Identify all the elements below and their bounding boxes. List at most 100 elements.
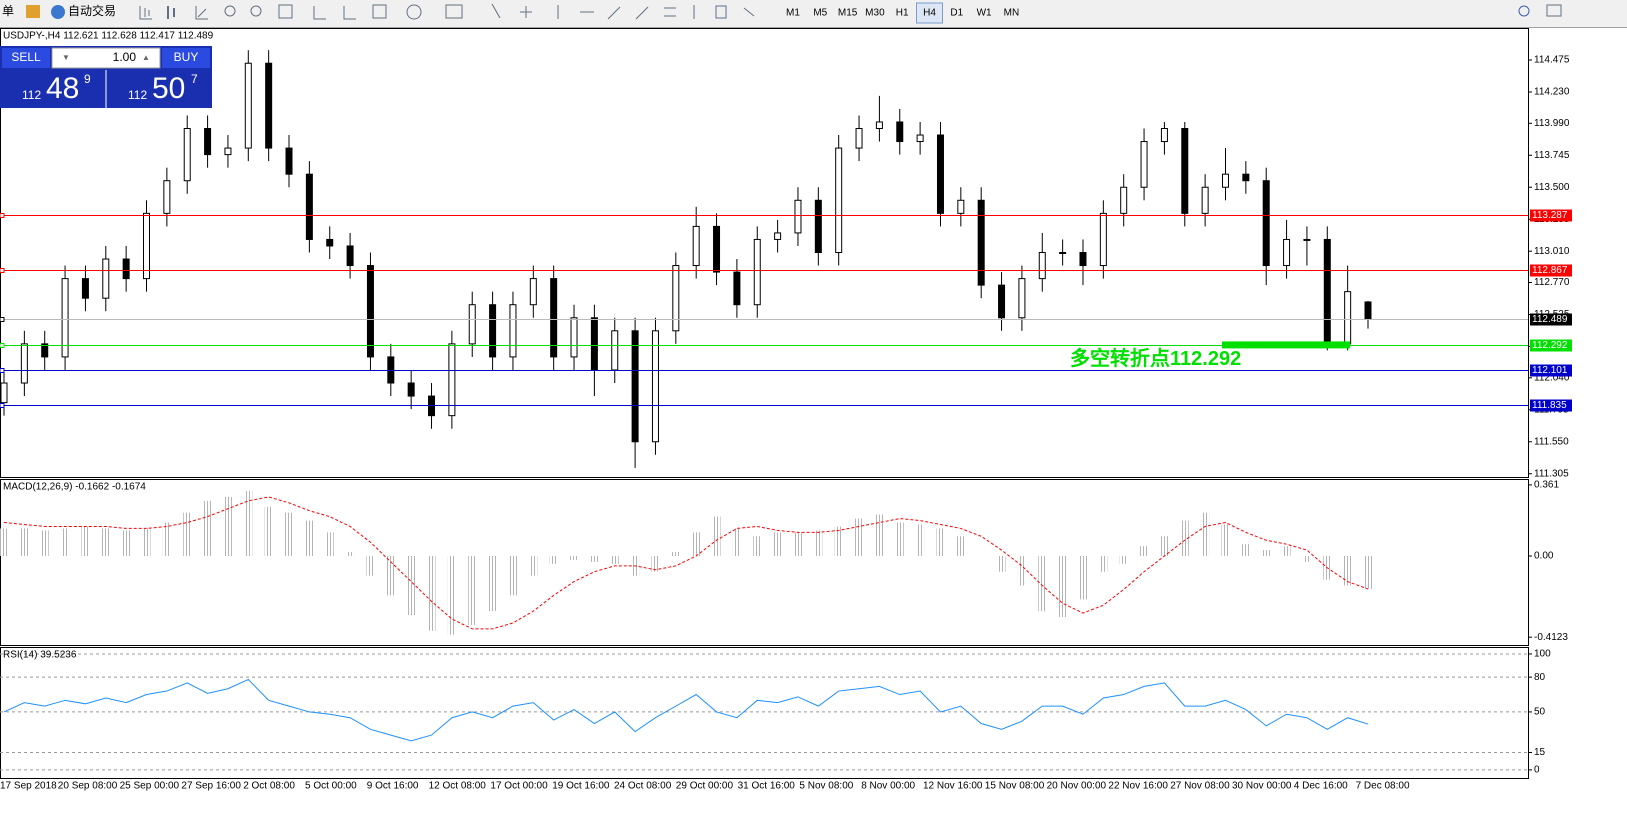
bid-pips: 48 [46, 72, 79, 105]
candle-body [753, 238, 761, 306]
candle-body [651, 330, 659, 443]
sell-button[interactable] [2, 48, 50, 68]
candle-body [346, 245, 354, 267]
candle-body [448, 343, 456, 417]
macd-bar [570, 555, 579, 560]
x-tick-label: 17 Sep 2018 [0, 781, 57, 792]
macd-bar [590, 555, 599, 562]
macd-bar [997, 555, 1006, 572]
x-tick-label: 7 Dec 08:00 [1356, 781, 1410, 792]
candle-body [0, 382, 8, 404]
macd-bar [183, 512, 192, 556]
x-tick-label: 12 Nov 16:00 [923, 781, 983, 792]
candle-body [1201, 186, 1209, 214]
macd-bar [427, 555, 436, 631]
macd-bar [1038, 555, 1047, 612]
macd-bar [142, 528, 151, 556]
level-label-bg [1530, 399, 1572, 412]
macd-bar [1160, 536, 1169, 556]
macd-bar [447, 555, 456, 635]
timeframe-button[interactable]: M1 [786, 8, 800, 19]
macd-bar [40, 530, 49, 556]
buy-button[interactable] [162, 48, 210, 68]
x-tick-label: 19 Oct 16:00 [552, 781, 610, 792]
macd-bar [1364, 555, 1372, 589]
x-tick-label: 17 Oct 00:00 [490, 781, 548, 792]
timeframe-button[interactable]: M30 [865, 8, 885, 19]
macd-bar [81, 526, 90, 556]
macd-bar [386, 555, 395, 596]
candle-body [896, 121, 904, 143]
candle-body [20, 343, 28, 384]
lot-up[interactable]: ▲ [142, 53, 150, 62]
lot-down[interactable]: ▼ [62, 53, 70, 62]
macd-signal [3, 496, 1369, 630]
macd-bar [671, 552, 680, 556]
x-tick-label: 5 Oct 00:00 [305, 781, 357, 792]
candle-body [916, 134, 924, 143]
timeframe-button[interactable]: W1 [977, 8, 992, 19]
panel-title: USDJPY-,H4 112.621 112.628 112.417 112.4… [3, 31, 214, 42]
timeframe-active [916, 2, 943, 24]
timeframe-button[interactable]: H4 [923, 8, 936, 19]
macd-bar [1282, 546, 1291, 556]
lot-input[interactable] [51, 47, 161, 69]
candle-body [224, 147, 232, 156]
y-tick-label: 112.770 [1534, 277, 1570, 288]
ask-big: 112 [128, 88, 147, 102]
level-marker [0, 403, 5, 408]
lot-value[interactable]: 1.00 [113, 50, 137, 64]
x-tick-label: 27 Sep 16:00 [181, 781, 241, 792]
pivot-annotation: 多空转折点112.292 [1070, 346, 1241, 370]
x-tick-label: 5 Nov 08:00 [799, 781, 853, 792]
macd-bar [1140, 546, 1149, 556]
macd-bar [895, 522, 904, 556]
buy-label[interactable]: BUY [174, 50, 199, 64]
macd-bar [61, 528, 70, 556]
timeframe-button[interactable]: M15 [838, 8, 858, 19]
candle-body [326, 238, 334, 247]
macd-bar [1119, 555, 1128, 564]
macd-bar [875, 514, 884, 556]
candle-body [265, 62, 273, 149]
macd-bar [692, 532, 701, 556]
level-marker [0, 213, 5, 218]
y-tick-label: 112.040 [1534, 372, 1570, 383]
level-label-bg [1530, 339, 1572, 352]
candle-body [1079, 252, 1087, 267]
candle-body [1344, 291, 1352, 345]
level-label-bg [1530, 209, 1572, 222]
macd-bar [366, 555, 375, 576]
macd-bar [264, 506, 273, 556]
chat-icon[interactable] [1546, 4, 1562, 17]
rsi-line [3, 678, 1369, 742]
search-icon[interactable] [1518, 5, 1530, 17]
candle-body [1303, 238, 1311, 241]
macd-bar [834, 526, 843, 556]
candle-body [41, 343, 49, 358]
bid-point: 9 [84, 72, 91, 86]
macd-bar [1221, 524, 1230, 556]
timeframe-button[interactable]: M5 [813, 8, 827, 19]
timeframe-button[interactable]: H1 [896, 8, 909, 19]
macd-bar [916, 524, 925, 556]
sell-label[interactable]: SELL [11, 50, 41, 64]
x-tick-label: 24 Oct 08:00 [614, 781, 672, 792]
timeframe-button[interactable]: MN [1004, 8, 1020, 19]
timeframe-button[interactable]: D1 [950, 8, 963, 19]
macd-bar [1058, 555, 1067, 618]
macd-bar [346, 552, 355, 556]
macd-bar [407, 555, 416, 616]
macd-bar [305, 520, 314, 556]
auto-trade[interactable]: 自动交易 [68, 3, 116, 18]
toolbar [0, 0, 1627, 27]
x-tick-label: 29 Oct 00:00 [676, 781, 734, 792]
toolbar-label[interactable]: 单 [2, 4, 14, 18]
x-tick-label: 8 Nov 00:00 [861, 781, 915, 792]
candle-body [733, 271, 741, 306]
auto-trade-icon[interactable] [51, 5, 65, 19]
x-tick-label: 22 Nov 16:00 [1108, 781, 1168, 792]
x-tick-label: 15 Nov 08:00 [985, 781, 1045, 792]
ask-point: 7 [191, 72, 198, 86]
icon[interactable] [26, 5, 40, 18]
